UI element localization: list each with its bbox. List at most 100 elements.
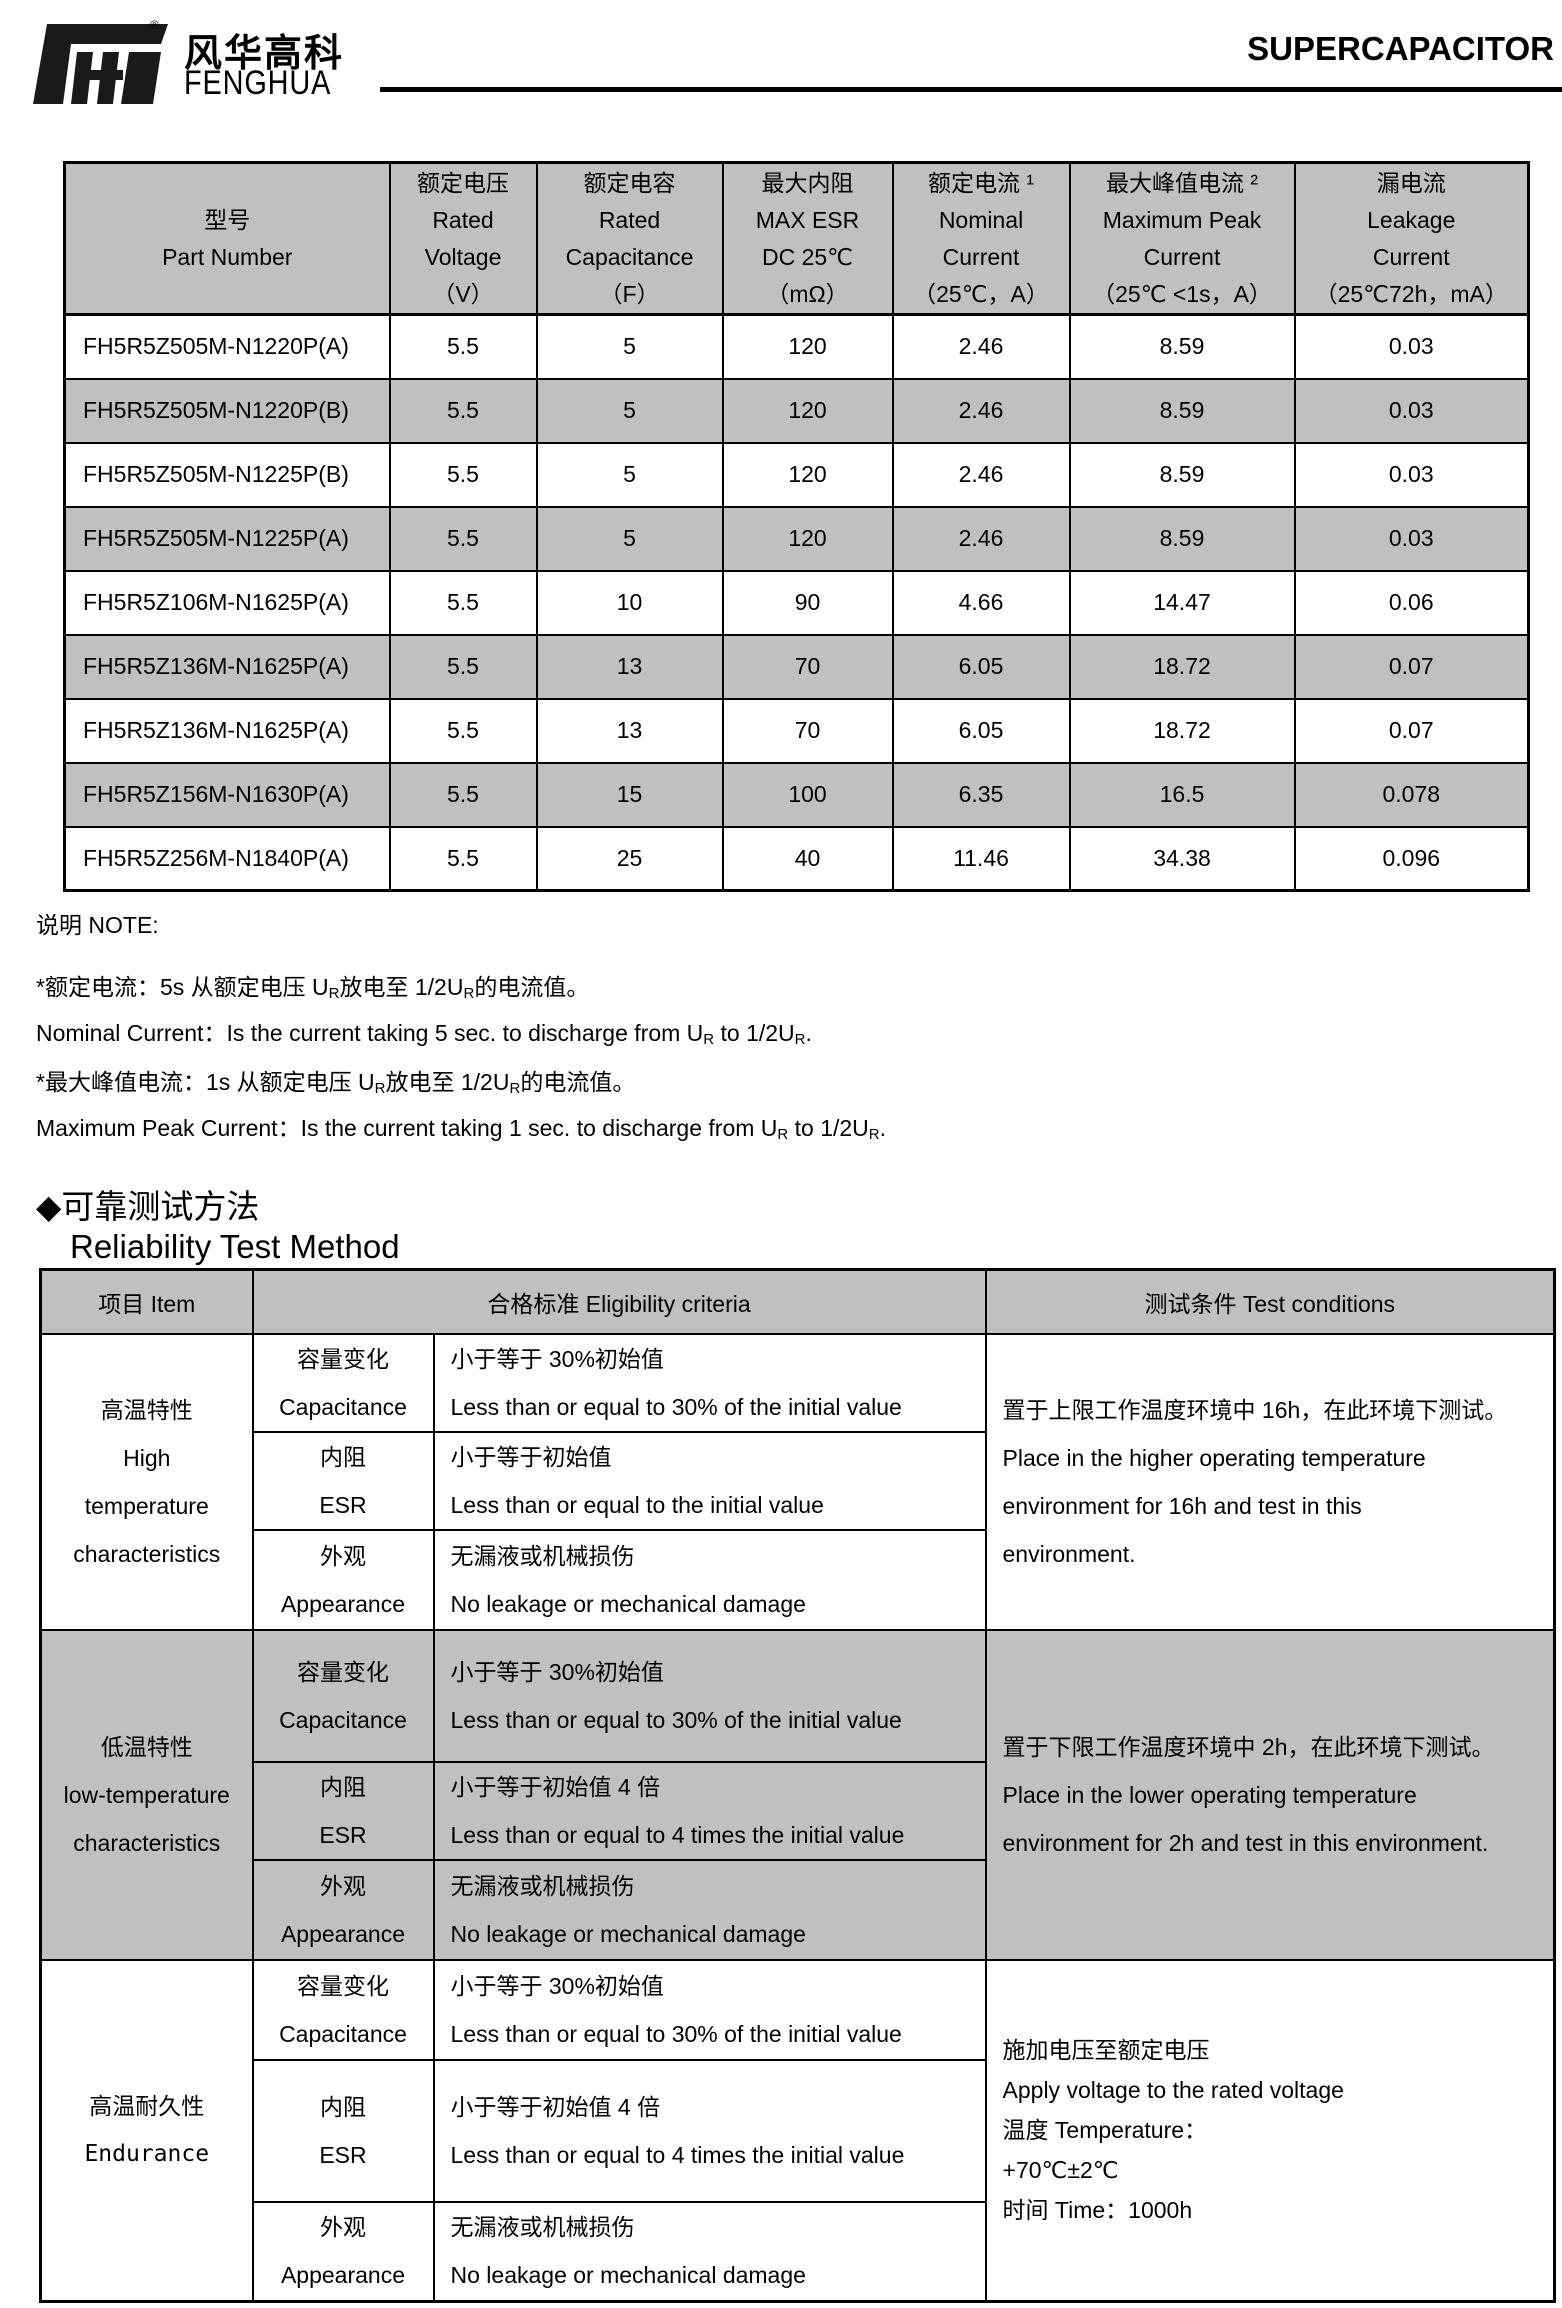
table-cell: 8.59 bbox=[1068, 377, 1296, 444]
reliability-row: 内阻 ESR 小于等于初始值 4 倍 Less than or equal to 4 … bbox=[41, 2058, 1555, 2203]
criteria-line: 小于等于 30%初始值 bbox=[450, 1658, 664, 1685]
table-cell: 16.5 bbox=[1068, 761, 1296, 828]
criteria-line: Less than or equal to 4 times the initia… bbox=[450, 2141, 905, 2168]
reliability-row: 内阻 ESR 小于等于初始值 4 倍 Less than or equal to 4 … bbox=[41, 1760, 1555, 1861]
table-cell: 13 bbox=[535, 697, 724, 764]
condition-line: 置于上限工作温度环境中 16h，在此环境下测试。 bbox=[1002, 1396, 1508, 1423]
header-line: 漏电流 bbox=[1376, 169, 1446, 196]
param-cell: 内阻 ESR bbox=[251, 1430, 435, 1531]
criteria-cell: 小于等于初始值 4 倍 Less than or equal to 4 times… bbox=[432, 2058, 987, 2203]
header-line: 额定电容 bbox=[583, 169, 676, 196]
criteria-line: 小于等于初始值 bbox=[450, 1443, 612, 1470]
criteria-line: 小于等于 30%初始值 bbox=[450, 1972, 664, 1999]
table-row: FH5R5Z256M-N1840P(A) 5.5 25 40 11.46 34.38 0.0… bbox=[63, 825, 1530, 892]
param-line: Capacitance bbox=[279, 2020, 407, 2047]
table-cell: 5.5 bbox=[388, 697, 538, 764]
table-cell: 40 bbox=[721, 825, 894, 892]
table-cell: 5 bbox=[535, 505, 724, 572]
spec-header-6: 漏电流 Leakage Current （25℃72h，mA） bbox=[1293, 161, 1530, 316]
item-line: 低温特性 bbox=[100, 1733, 193, 1760]
reliability-row: 内阻 ESR 小于等于初始值 Less than or equal to the in… bbox=[41, 1430, 1555, 1531]
table-cell: 90 bbox=[721, 569, 894, 636]
param-line: 内阻 bbox=[320, 1773, 366, 1800]
header-line: 最大峰值电流 ² bbox=[1105, 169, 1259, 196]
header-line: Maximum Peak bbox=[1102, 206, 1262, 233]
param-line: 外观 bbox=[320, 1542, 366, 1569]
param-cell: 外观 Appearance bbox=[251, 1858, 435, 1961]
criteria-line: Less than or equal to 30% of the initial… bbox=[450, 1393, 902, 1420]
table-cell: 6.35 bbox=[891, 761, 1071, 828]
table-row: FH5R5Z156M-N1630P(A) 5.5 15 100 6.35 16.5 0.07… bbox=[63, 761, 1530, 828]
header-line: 最大内阻 bbox=[761, 169, 854, 196]
param-line: Capacitance bbox=[279, 1393, 407, 1420]
header-line: Current bbox=[1372, 243, 1450, 270]
param-line: 容量变化 bbox=[297, 1972, 389, 1999]
note-peak-en: Maximum Peak Current：Is the current taki… bbox=[36, 1115, 887, 1143]
table-cell: 10 bbox=[535, 569, 724, 636]
param-line: Appearance bbox=[280, 2262, 406, 2289]
brand-name-en: FENGHUA bbox=[184, 64, 332, 102]
table-cell: 5.5 bbox=[388, 505, 538, 572]
condition-line: environment for 16h and test in this bbox=[1002, 1492, 1362, 1519]
condition-line: 置于下限工作温度环境中 2h，在此环境下测试。 bbox=[1002, 1733, 1495, 1760]
header-line: Current bbox=[942, 243, 1020, 270]
table-cell: 4.66 bbox=[891, 569, 1071, 636]
criteria-cell: 小于等于初始值 Less than or equal to the initial… bbox=[432, 1430, 987, 1531]
table-cell: FH5R5Z106M-N1625P(A) bbox=[63, 569, 391, 636]
reliability-row: 外观 Appearance 无漏液或机械损伤 No leakage or mechan… bbox=[41, 1858, 1555, 1961]
table-cell: FH5R5Z505M-N1225P(A) bbox=[63, 505, 391, 572]
table-cell: 6.05 bbox=[891, 697, 1071, 764]
param-cell: 容量变化 Capacitance bbox=[251, 1332, 435, 1433]
param-cell: 外观 Appearance bbox=[251, 2200, 435, 2303]
table-cell: 0.07 bbox=[1293, 633, 1530, 700]
table-cell: 5 bbox=[535, 377, 724, 444]
criteria-line: Less than or equal to the initial value bbox=[450, 1491, 824, 1518]
criteria-cell: 无漏液或机械损伤 No leakage or mechanical damage bbox=[432, 2200, 987, 2303]
table-cell: 70 bbox=[721, 633, 894, 700]
header-line: （25℃72h，mA） bbox=[1314, 280, 1508, 307]
reliability-title-en: Reliability Test Method bbox=[70, 1228, 400, 1265]
table-cell: FH5R5Z505M-N1220P(A) bbox=[63, 313, 391, 380]
criteria-line: No leakage or mechanical damage bbox=[450, 1920, 806, 1947]
condition-line: Apply voltage to the rated voltage bbox=[1002, 2077, 1344, 2104]
table-cell: 25 bbox=[535, 825, 724, 892]
condition-line: Place in the higher operating temperatur… bbox=[1002, 1444, 1426, 1471]
param-cell: 内阻 ESR bbox=[251, 2058, 435, 2203]
criteria-line: 无漏液或机械损伤 bbox=[450, 1872, 635, 1899]
table-cell: 5 bbox=[535, 313, 724, 380]
spec-table: 型号 Part Number 额定电压 Rated Voltage （V） 额定电容 Rate… bbox=[63, 161, 1530, 892]
spec-header-1: 额定电压 Rated Voltage （V） bbox=[388, 161, 538, 316]
criteria-cell: 无漏液或机械损伤 No leakage or mechanical damage bbox=[432, 1858, 987, 1961]
header-line: （25℃ <1s，A） bbox=[1092, 280, 1272, 307]
header-criteria: 合格标准 Eligibility criteria bbox=[251, 1268, 987, 1335]
table-cell: 0.07 bbox=[1293, 697, 1530, 764]
notes-title: 说明 NOTE: bbox=[36, 912, 159, 938]
table-cell: FH5R5Z136M-N1625P(A) bbox=[63, 633, 391, 700]
param-line: Appearance bbox=[280, 1590, 406, 1617]
brand-name-cn: 风华高科 bbox=[184, 31, 345, 75]
header-item: 项目 Item bbox=[39, 1268, 254, 1335]
registered-mark: ® bbox=[150, 18, 159, 32]
table-cell: 0.096 bbox=[1293, 825, 1530, 892]
reliability-row: 外观 Appearance 无漏液或机械损伤 No leakage or mechan… bbox=[41, 1528, 1555, 1631]
table-cell: 70 bbox=[721, 697, 894, 764]
spec-header-5: 最大峰值电流 ² Maximum Peak Current （25℃ <1s，A） bbox=[1068, 161, 1296, 316]
header-line: Leakage bbox=[1367, 206, 1456, 233]
table-cell: 5.5 bbox=[388, 825, 538, 892]
param-line: ESR bbox=[319, 1491, 367, 1518]
table-cell: 6.05 bbox=[891, 633, 1071, 700]
table-cell: 13 bbox=[535, 633, 724, 700]
item-line: temperature bbox=[84, 1492, 209, 1519]
condition-line: Place in the lower operating temperature bbox=[1002, 1781, 1417, 1808]
param-cell: 内阻 ESR bbox=[251, 1760, 435, 1861]
reliability-table: 项目 Item 合格标准 Eligibility criteria 测试条件 T… bbox=[39, 1268, 1557, 2303]
table-cell: 0.06 bbox=[1293, 569, 1530, 636]
table-cell: FH5R5Z505M-N1220P(B) bbox=[63, 377, 391, 444]
spec-header-2: 额定电容 Rated Capacitance （F） bbox=[535, 161, 724, 316]
param-line: 容量变化 bbox=[297, 1345, 389, 1372]
reliability-row: 高温特性 High temperature characteristics 容量变化 Ca… bbox=[39, 1332, 1556, 1631]
table-row: FH5R5Z505M-N1225P(A) 5.5 5 120 2.46 8.59 0.03 bbox=[63, 505, 1530, 572]
table-cell: FH5R5Z256M-N1840P(A) bbox=[63, 825, 391, 892]
table-cell: 18.72 bbox=[1068, 633, 1296, 700]
param-cell: 外观 Appearance bbox=[251, 1528, 435, 1631]
